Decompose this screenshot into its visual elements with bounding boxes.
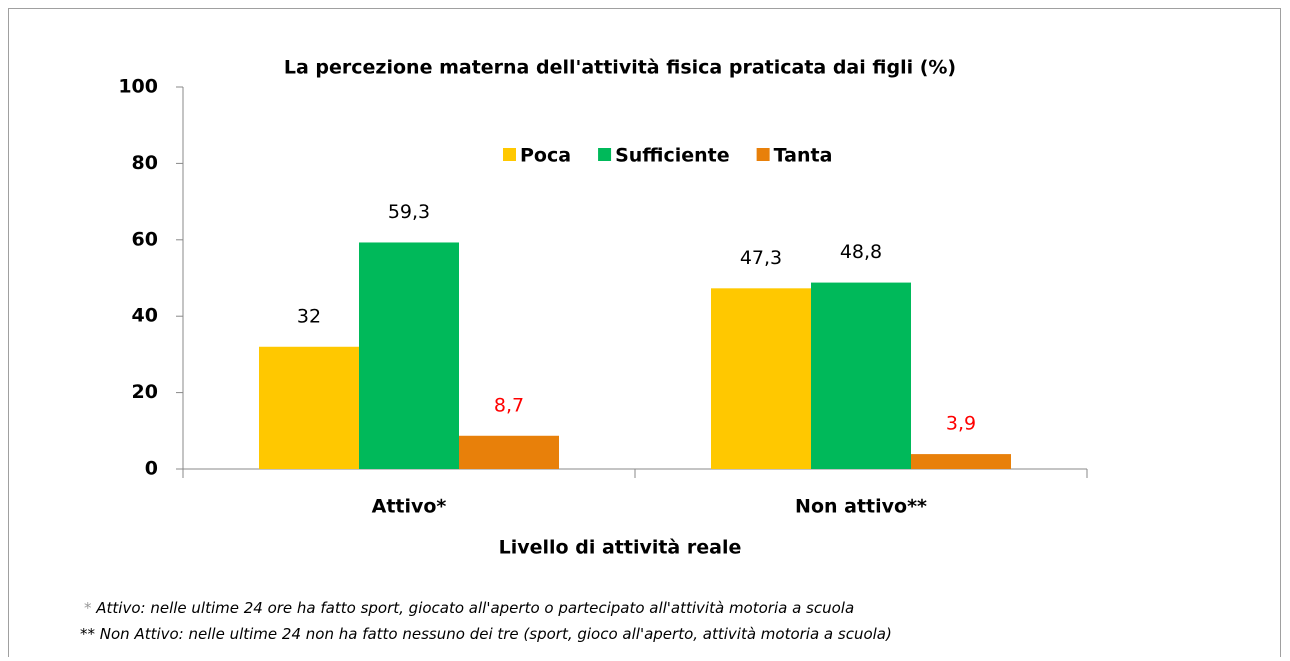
legend-swatch bbox=[598, 148, 612, 161]
data-label: 8,7 bbox=[494, 394, 524, 416]
footnote-text: Attivo: nelle ultime 24 ore ha fatto spo… bbox=[92, 599, 855, 617]
legend-swatch bbox=[503, 148, 516, 161]
footnote-marker: ** bbox=[80, 625, 96, 643]
footnote: ** Non Attivo: nelle ultime 24 non ha fa… bbox=[80, 625, 892, 643]
legend-swatch bbox=[756, 148, 770, 161]
y-tick-label: 80 bbox=[132, 152, 158, 174]
footnote-marker: * bbox=[84, 599, 92, 617]
data-label: 32 bbox=[297, 305, 321, 327]
y-tick-label: 100 bbox=[118, 76, 158, 98]
y-tick-label: 0 bbox=[145, 458, 158, 480]
x-tick-label: Attivo* bbox=[372, 496, 447, 518]
x-tick-label: Non attivo** bbox=[795, 496, 927, 518]
legend-label: Tanta bbox=[774, 145, 833, 167]
legend-label: Sufficiente bbox=[615, 145, 730, 167]
footnote: * Attivo: nelle ultime 24 ore ha fatto s… bbox=[84, 599, 854, 617]
footnote-text: Non Attivo: nelle ultime 24 non ha fatto… bbox=[95, 625, 892, 643]
data-label: 59,3 bbox=[388, 201, 430, 223]
data-label: 48,8 bbox=[840, 241, 882, 263]
y-tick-label: 60 bbox=[132, 228, 158, 250]
bar bbox=[811, 282, 911, 469]
bar bbox=[459, 435, 559, 469]
y-tick-label: 40 bbox=[132, 305, 158, 327]
chart-frame bbox=[8, 8, 1281, 661]
bar bbox=[359, 242, 459, 469]
data-label: 3,9 bbox=[946, 413, 976, 435]
data-label: 47,3 bbox=[740, 247, 782, 269]
legend-label: Poca bbox=[520, 145, 571, 167]
bar bbox=[711, 288, 811, 469]
bar bbox=[911, 454, 1011, 469]
chart-title: La percezione materna dell'attività fisi… bbox=[284, 57, 956, 79]
bar bbox=[259, 346, 359, 469]
y-tick-label: 20 bbox=[132, 381, 158, 403]
x-axis-title: Livello di attività reale bbox=[499, 537, 742, 559]
